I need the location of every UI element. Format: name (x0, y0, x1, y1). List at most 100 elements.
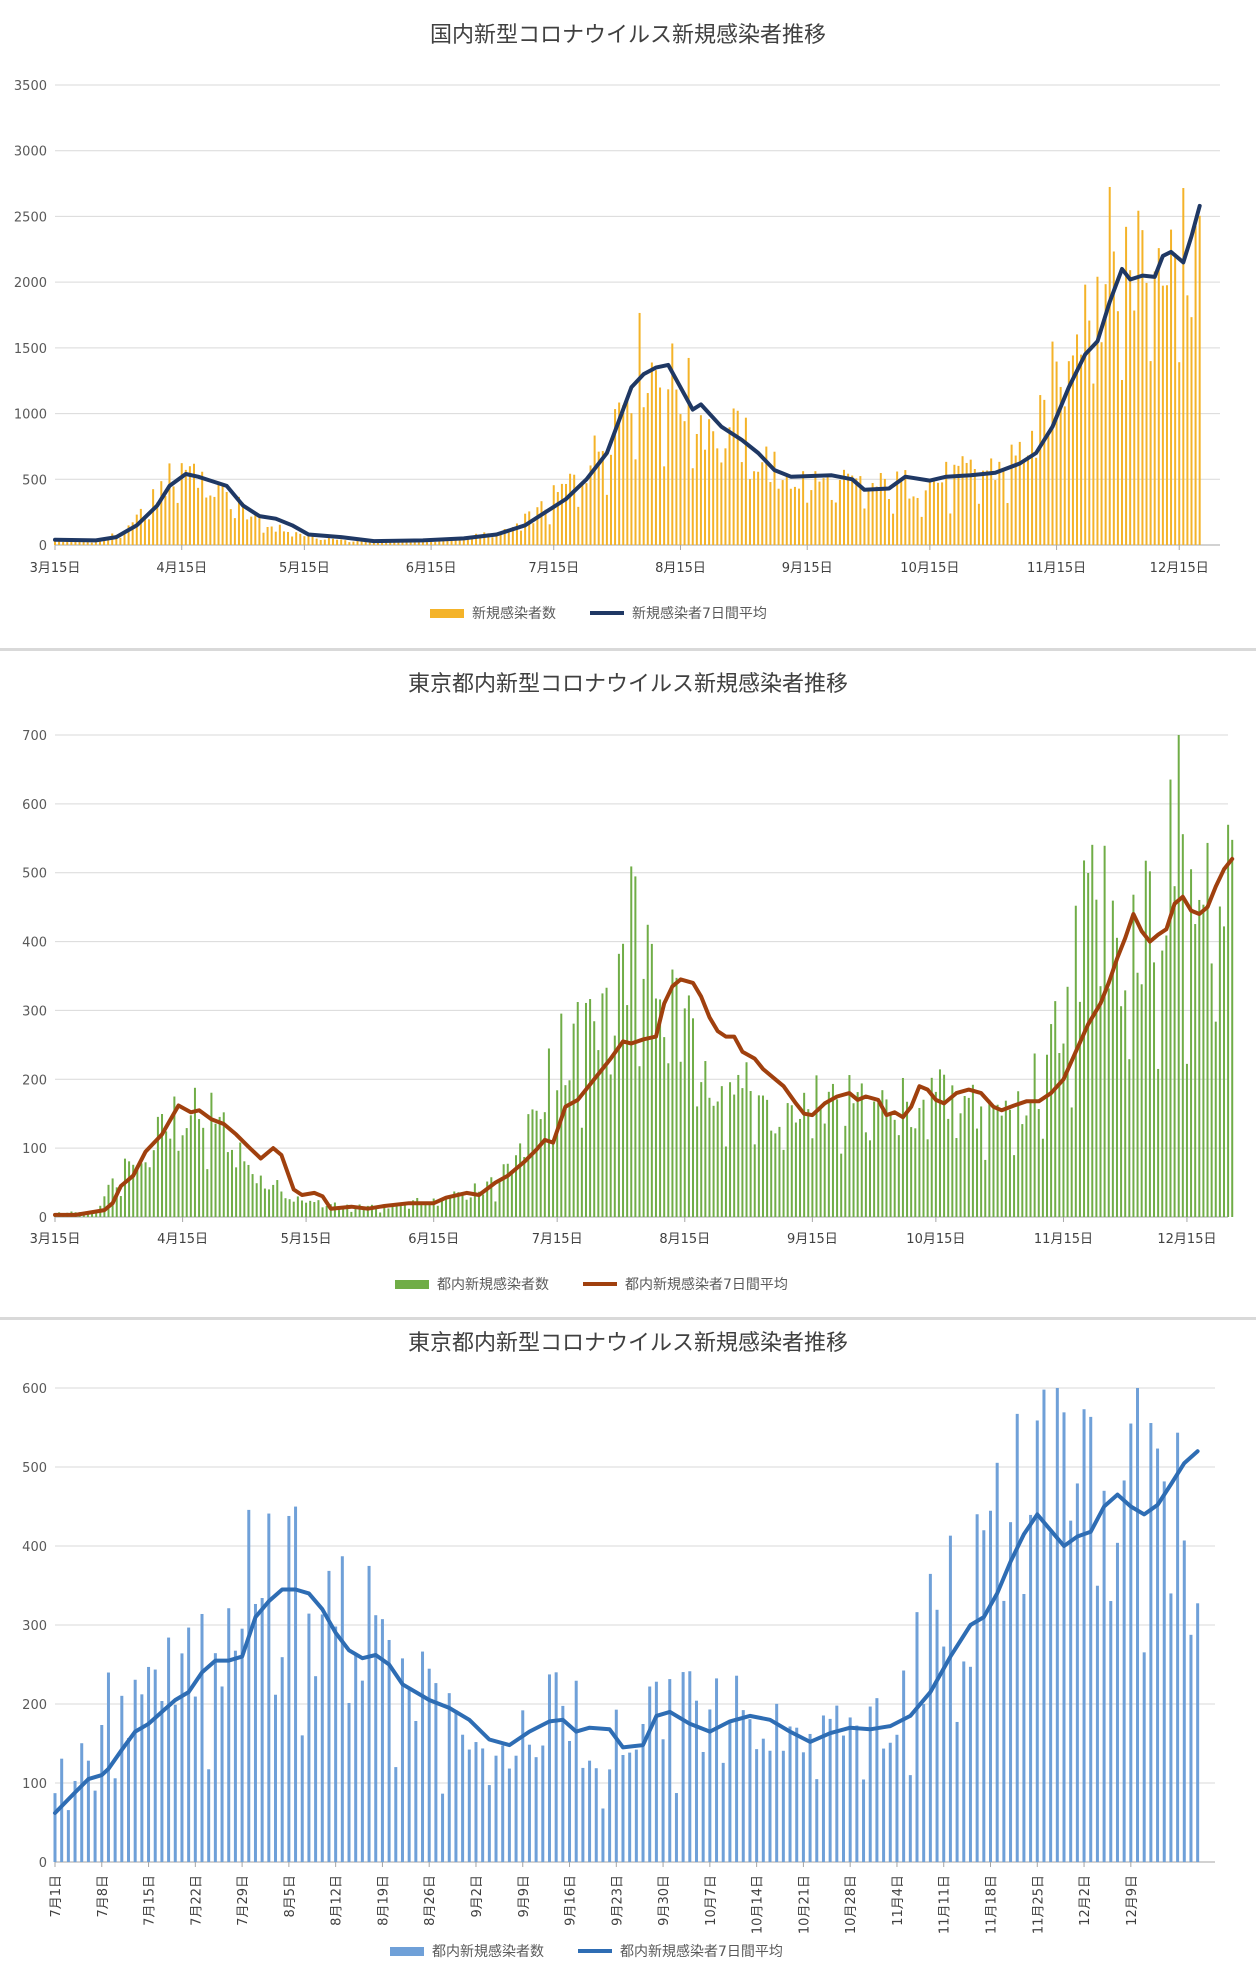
bar (720, 462, 723, 545)
bar (389, 541, 392, 545)
bar (469, 1197, 472, 1217)
bar (769, 482, 772, 545)
bar (300, 1735, 304, 1862)
bar (1165, 935, 1168, 1217)
bar (407, 1208, 410, 1217)
bar (642, 978, 645, 1217)
bar (589, 465, 592, 545)
bar (773, 451, 776, 545)
bar (681, 1672, 685, 1862)
bar (613, 1035, 616, 1217)
bar (1153, 962, 1156, 1217)
national-chart: 国内新型コロナウイルス新規感染者推移 0 500 1000 1500 2000 2500 30… (14, 23, 1220, 622)
bar (193, 1087, 196, 1217)
bar (836, 1099, 839, 1217)
bar (1004, 1100, 1007, 1217)
bar (650, 362, 653, 545)
bar (761, 1095, 764, 1217)
y-tick-label: 0 (39, 1211, 47, 1226)
bar (1132, 894, 1135, 1217)
bar (307, 1613, 311, 1862)
x-tick-label: 3月15日 (30, 1232, 81, 1247)
bar (147, 1666, 151, 1862)
bar (875, 486, 878, 545)
bar (507, 529, 510, 545)
bar (668, 1679, 672, 1862)
bar (901, 1077, 904, 1217)
bar (160, 1700, 164, 1862)
bar (1107, 988, 1110, 1217)
bar (307, 533, 310, 545)
bar (961, 456, 964, 545)
bar (1231, 839, 1234, 1217)
bar (753, 1144, 756, 1217)
bar (247, 1164, 250, 1217)
bar (152, 1150, 155, 1217)
bar (617, 953, 620, 1217)
bar (1037, 1109, 1040, 1217)
bar (1039, 395, 1042, 545)
bar (888, 1742, 892, 1862)
bar (794, 1122, 797, 1217)
tokyo-chart-panel: 東京都内新型コロナウイルス新規感染者推移 0 100 200 300 400 500 600 7… (0, 651, 1256, 1317)
bar (148, 1167, 151, 1217)
bar (1120, 1006, 1123, 1217)
bar (1178, 362, 1181, 545)
legend-swatch-bars (395, 1280, 429, 1289)
bar (1169, 1593, 1173, 1862)
bar (1029, 1101, 1032, 1217)
bar (1149, 361, 1152, 545)
bar (74, 539, 77, 545)
bar (889, 1112, 892, 1217)
bar (82, 540, 85, 545)
x-tick-label: 10月7日 (704, 1875, 719, 1926)
bar (466, 538, 469, 545)
bar (62, 541, 65, 545)
bar (93, 1790, 97, 1862)
bar (140, 1163, 143, 1217)
bar (589, 999, 592, 1217)
bar (358, 1204, 361, 1217)
bar (688, 1671, 692, 1862)
bar (354, 1654, 358, 1862)
bar (957, 465, 960, 545)
bar (822, 478, 825, 545)
bar (131, 522, 134, 545)
legend-label-line: 都内新規感染者7日間平均 (625, 1276, 788, 1293)
bar (185, 1128, 188, 1217)
bar (350, 1211, 353, 1217)
bar (1095, 1585, 1099, 1862)
bar (561, 1705, 565, 1862)
bar (581, 1767, 585, 1862)
bar (334, 1626, 338, 1862)
x-tick-label: 9月2日 (470, 1875, 485, 1918)
bar (941, 482, 944, 545)
bar (1018, 441, 1021, 545)
bar (366, 1205, 369, 1217)
bar (90, 542, 93, 545)
bar (1144, 860, 1147, 1217)
bar (646, 924, 649, 1217)
bar (486, 1181, 489, 1217)
bar (953, 464, 956, 545)
bar (135, 514, 138, 545)
bar (221, 483, 224, 545)
x-tick-label: 5月15日 (281, 1232, 332, 1247)
bar (498, 1179, 501, 1217)
bar (176, 502, 179, 545)
bar (995, 1462, 999, 1862)
bar (152, 489, 155, 545)
bar (807, 1109, 810, 1217)
bar (852, 1103, 855, 1217)
bar (667, 1063, 670, 1217)
bar (160, 481, 163, 545)
bar (309, 1200, 312, 1217)
x-tick-label: 8月15日 (655, 561, 706, 576)
bar (843, 469, 846, 545)
bar (634, 1749, 638, 1862)
bar (507, 1768, 511, 1862)
bar (1058, 1053, 1061, 1217)
bar (414, 1720, 418, 1862)
bar (233, 518, 236, 545)
bar (1042, 1389, 1046, 1862)
